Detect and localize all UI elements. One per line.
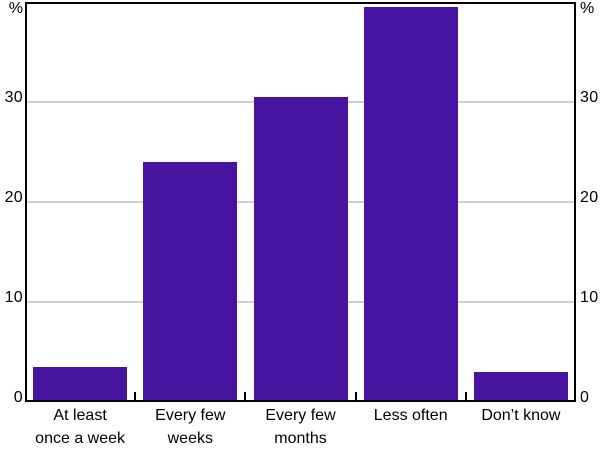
- y-axis-unit-label-right: %: [580, 0, 595, 17]
- x-axis-tick: [464, 392, 467, 400]
- bar-less-often: [363, 7, 458, 402]
- x-category-label-3: Every few months: [226, 404, 376, 450]
- y-axis-line-left: [25, 2, 27, 402]
- y-tick-label-right-20: 20: [580, 189, 599, 206]
- x-category-label-line: Every few: [265, 407, 336, 424]
- x-category-label-line: Every few: [155, 407, 226, 424]
- x-category-label-1: At least once a week: [5, 404, 155, 450]
- plot-area: [25, 2, 576, 402]
- x-category-label-line: months: [274, 430, 327, 447]
- x-axis-tick: [134, 392, 137, 400]
- x-axis-tick: [354, 392, 357, 400]
- bar-at-least-once-a-week: [33, 367, 128, 402]
- x-category-label-line: Less often: [373, 407, 448, 424]
- x-category-label-2: Every few weeks: [115, 404, 265, 450]
- bar-every-few-months: [253, 97, 348, 402]
- y-axis-unit-label-left: %: [8, 0, 23, 17]
- x-category-label-4: Less often: [336, 404, 486, 427]
- x-category-label-line: At least: [53, 407, 107, 424]
- y-tick-label-right-10: 10: [580, 289, 599, 306]
- plot-frame-top: [25, 2, 576, 4]
- y-tick-label-left-0: 0: [13, 389, 23, 406]
- bar-don-t-know: [473, 372, 568, 402]
- y-tick-label-left-20: 20: [4, 189, 23, 206]
- x-axis-tick: [244, 392, 247, 400]
- y-axis-line-right: [574, 2, 576, 402]
- x-category-label-line: Don’t know: [481, 407, 561, 424]
- x-axis-line: [25, 400, 576, 402]
- bar-every-few-weeks: [143, 162, 238, 402]
- y-tick-label-left-30: 30: [4, 89, 23, 106]
- y-tick-label-right-30: 30: [580, 89, 599, 106]
- x-category-label-line: weeks: [167, 430, 213, 447]
- x-category-label-5: Don’t know: [446, 404, 596, 427]
- y-tick-label-right-0: 0: [580, 389, 590, 406]
- x-category-label-line: once a week: [35, 430, 126, 447]
- y-tick-label-left-10: 10: [4, 289, 23, 306]
